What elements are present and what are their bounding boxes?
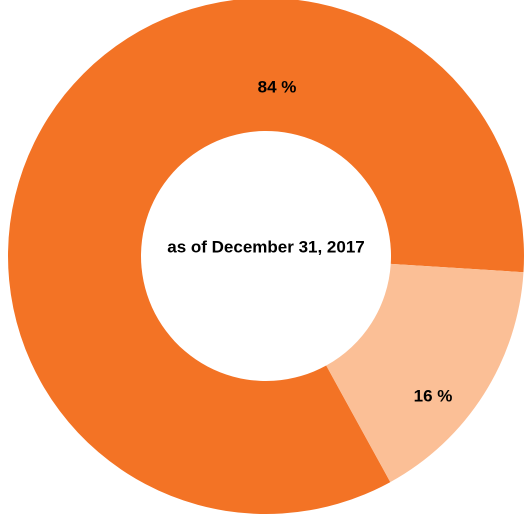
slices-group <box>8 0 524 514</box>
slice-labels-group: 84 % 16 % <box>258 77 453 405</box>
slice-16 <box>326 263 524 483</box>
slice-label-16: 16 % <box>414 386 453 405</box>
slice-84 <box>8 0 524 514</box>
slice-label-84: 84 % <box>258 77 297 96</box>
center-label: as of December 31, 2017 <box>167 237 365 256</box>
